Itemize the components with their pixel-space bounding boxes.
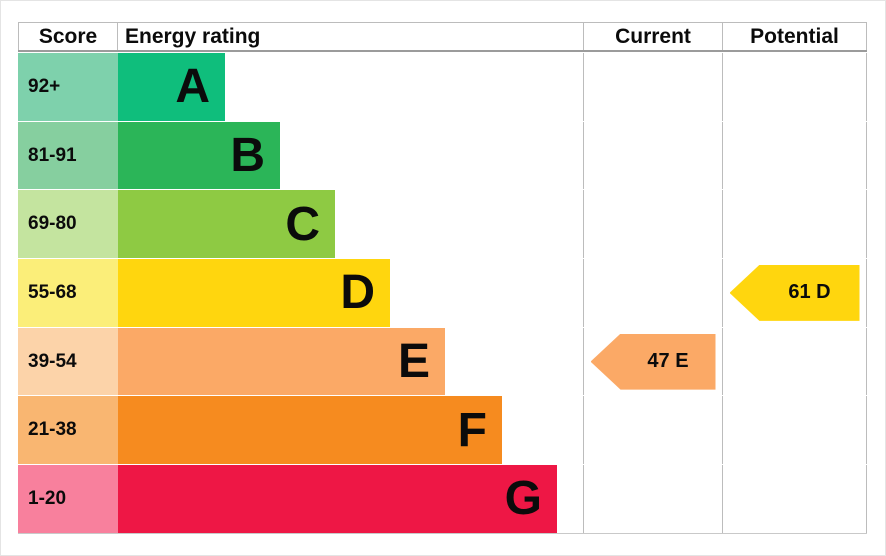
score-range-d: 55-68: [18, 259, 118, 327]
rating-bar-a: A: [118, 53, 225, 121]
rating-bar-b: B: [118, 121, 280, 190]
score-range-f: 21-38: [18, 396, 118, 465]
rating-bar-e: E: [118, 327, 445, 396]
current-rating-arrow: 47 E: [590, 333, 716, 390]
score-range-c: 69-80: [18, 190, 118, 259]
current-cell-d: [583, 259, 722, 327]
current-cell-g: [583, 465, 722, 533]
score-range-b: 81-91: [18, 121, 118, 190]
potential-cell-e: [722, 327, 867, 396]
potential-cell-b: [722, 121, 867, 190]
current-cell-e: 47 E: [583, 327, 722, 396]
rating-cell-e: E: [118, 327, 583, 396]
current-cell-a: [583, 53, 722, 121]
band-row-e: 39-54 E 47 E: [18, 326, 867, 396]
band-row-b: 81-91 B: [18, 120, 867, 190]
rating-bar-g: G: [118, 465, 557, 533]
rating-cell-a: A: [118, 53, 583, 121]
potential-cell-f: [722, 396, 867, 465]
potential-cell-g: [722, 465, 867, 533]
potential-cell-c: [722, 190, 867, 259]
band-row-d: 55-68 D 61 D: [18, 258, 867, 327]
rating-cell-c: C: [118, 190, 583, 259]
band-row-g: 1-20 G: [18, 464, 867, 533]
rating-cell-f: F: [118, 396, 583, 465]
table-header-row: Score Energy rating Current Potential: [18, 22, 867, 52]
header-potential: Potential: [722, 23, 867, 50]
potential-cell-d: 61 D: [722, 259, 867, 327]
potential-rating-arrow: 61 D: [729, 264, 860, 321]
rating-bar-f: F: [118, 396, 502, 465]
current-cell-f: [583, 396, 722, 465]
header-current: Current: [583, 23, 722, 50]
rating-bar-d: D: [118, 259, 390, 327]
score-range-g: 1-20: [18, 465, 118, 533]
rating-bar-c: C: [118, 190, 335, 259]
header-score: Score: [18, 23, 118, 50]
header-energy-rating: Energy rating: [125, 24, 261, 48]
potential-cell-a: [722, 53, 867, 121]
rating-cell-g: G: [118, 465, 583, 533]
current-cell-b: [583, 121, 722, 190]
band-row-a: 92+ A: [18, 52, 867, 121]
score-range-a: 92+: [18, 53, 118, 121]
score-range-e: 39-54: [18, 327, 118, 396]
current-cell-c: [583, 190, 722, 259]
band-row-c: 69-80 C: [18, 189, 867, 259]
rating-cell-b: B: [118, 121, 583, 190]
rating-cell-d: D: [118, 259, 583, 327]
epc-table: Score Energy rating Current Potential 92…: [18, 22, 867, 534]
band-row-f: 21-38 F: [18, 395, 867, 465]
